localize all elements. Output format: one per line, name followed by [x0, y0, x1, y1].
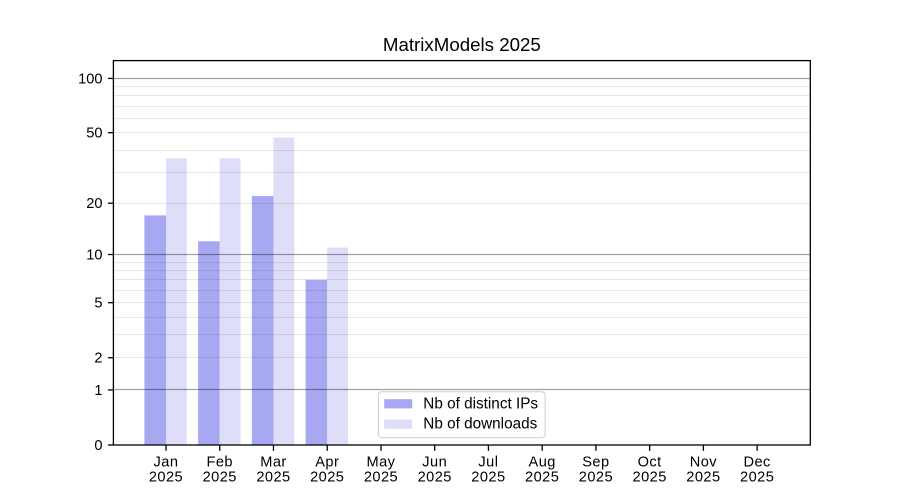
svg-text:Oct: Oct: [638, 455, 662, 471]
svg-text:Apr: Apr: [315, 455, 339, 471]
svg-text:2025: 2025: [686, 469, 720, 485]
svg-text:Jun: Jun: [422, 455, 447, 471]
svg-text:May: May: [366, 455, 395, 471]
svg-text:Jul: Jul: [478, 455, 498, 471]
svg-text:Aug: Aug: [529, 455, 556, 471]
svg-text:0: 0: [94, 438, 102, 454]
svg-text:Feb: Feb: [206, 455, 233, 471]
svg-text:1: 1: [94, 383, 102, 399]
svg-text:100: 100: [78, 71, 102, 87]
svg-text:2025: 2025: [364, 469, 398, 485]
svg-text:2025: 2025: [418, 469, 452, 485]
svg-text:Mar: Mar: [260, 455, 286, 471]
svg-text:Jan: Jan: [154, 455, 179, 471]
svg-text:2025: 2025: [310, 469, 344, 485]
svg-text:Sep: Sep: [582, 455, 609, 471]
svg-text:2025: 2025: [149, 469, 183, 485]
svg-text:2025: 2025: [525, 469, 559, 485]
svg-text:Nb of distinct IPs: Nb of distinct IPs: [423, 395, 538, 412]
svg-text:Nov: Nov: [690, 455, 718, 471]
svg-text:20: 20: [86, 196, 102, 212]
svg-text:2025: 2025: [579, 469, 613, 485]
svg-text:50: 50: [86, 126, 102, 142]
svg-text:MatrixModels 2025: MatrixModels 2025: [383, 34, 541, 55]
svg-text:2025: 2025: [203, 469, 237, 485]
svg-text:10: 10: [86, 248, 102, 264]
svg-text:2025: 2025: [633, 469, 667, 485]
svg-text:5: 5: [94, 296, 102, 312]
svg-text:Nb of downloads: Nb of downloads: [423, 416, 537, 433]
svg-text:2025: 2025: [256, 469, 290, 485]
svg-text:2025: 2025: [740, 469, 774, 485]
svg-text:Dec: Dec: [743, 455, 770, 471]
svg-text:2: 2: [94, 351, 102, 367]
svg-text:2025: 2025: [471, 469, 505, 485]
